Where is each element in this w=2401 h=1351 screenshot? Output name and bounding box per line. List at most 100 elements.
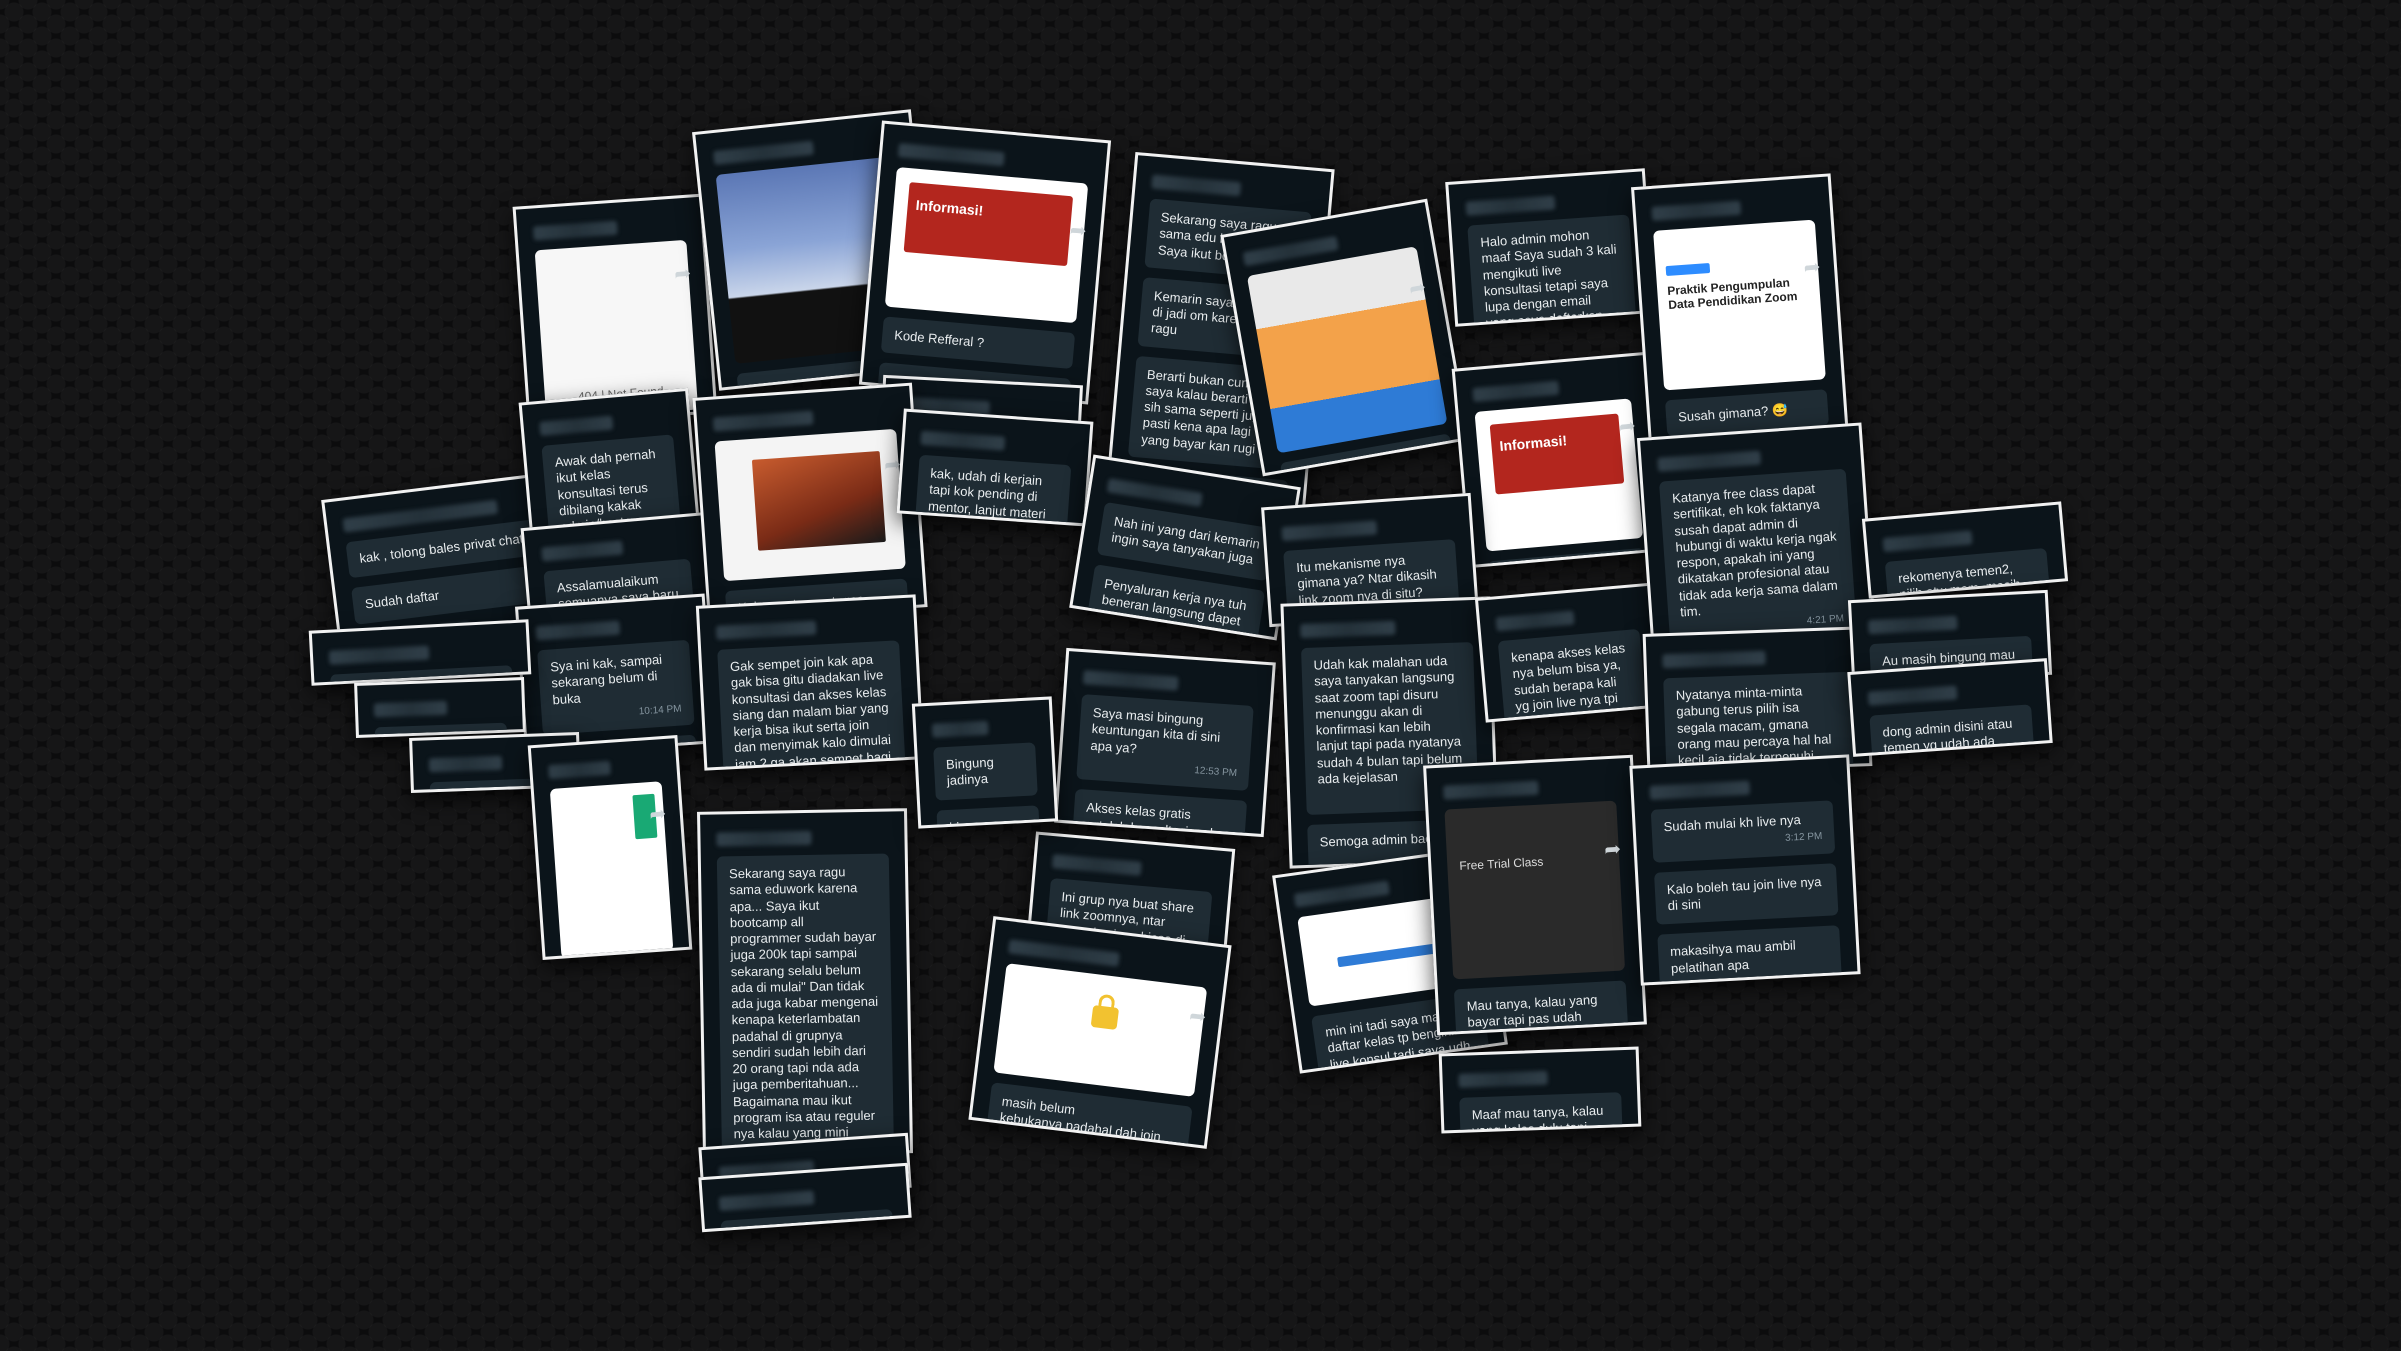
- blurred-sender-name: [897, 143, 1005, 167]
- message-bubble[interactable]: Sya ini kak, sampai sekarang belum di bu…: [537, 639, 695, 736]
- share-icon[interactable]: ➦: [648, 802, 667, 826]
- chat-screenshot-card: ➦Mau nanya kak ini tugasnya apa ya di ak…: [527, 735, 693, 960]
- alert-title: Informasi!: [1498, 432, 1568, 454]
- video-course-screenshot: [714, 428, 906, 582]
- message-bubble[interactable]: Saya masi bingung keuntungan kita di sin…: [1076, 694, 1254, 792]
- blurred-sender-name: [715, 620, 817, 640]
- blurred-sender-name: [1151, 174, 1242, 197]
- chat-screenshot-card: kenapa akses kelas nya belum bisa ya, su…: [1474, 582, 1666, 723]
- share-icon[interactable]: ➦: [1188, 1004, 1208, 1029]
- message-text: Bingung jadinya: [945, 754, 995, 789]
- zoom-logo-icon: [1665, 263, 1711, 277]
- blurred-sender-name: [1443, 780, 1539, 800]
- message-bubble[interactable]: kenapa akses kelas nya belum bisa ya, su…: [1497, 628, 1658, 723]
- payment-option-label: Free Trial Class: [1459, 854, 1544, 873]
- message-bubble[interactable]: Sudah mulai kh live nya 3:12 PM: [1650, 800, 1836, 863]
- zoom-form-title: Praktik Pengumpulan Data Pendidikan Zoom: [1666, 275, 1798, 313]
- share-icon[interactable]: ➦: [673, 262, 692, 286]
- message-bubble[interactable]: Halo admin mohon maaf Saya sudah 3 kali …: [1467, 214, 1648, 327]
- message-text: Sya ini kak, sampai sekarang belum di bu…: [549, 651, 663, 707]
- message-time: 10:14 PM: [638, 703, 682, 718]
- chat-screenshot-card: dong admin disini atau temen yg udah ada…: [1847, 658, 2053, 757]
- message-text: kenapa akses kelas nya belum bisa ya, su…: [1510, 640, 1634, 723]
- message-bubble[interactable]: dong admin disini atau temen yg udah ada…: [1869, 704, 2037, 757]
- message-text: Akses kelas gratis setelah konsultasi mg…: [1084, 799, 1225, 838]
- chat-screenshot-card: Halo admin mohon maaf Saya sudah 3 kali …: [1445, 168, 1655, 327]
- message-text: Ini gimana gaes?! padahal udah join live: [1293, 453, 1423, 477]
- message-text: Katanya free class dapat sertifikat, eh …: [1671, 480, 1839, 620]
- share-icon[interactable]: ➦: [1407, 276, 1428, 301]
- message-bubble[interactable]: Maaf mau tanya, kalau yang kelas dulu ta…: [1459, 1092, 1625, 1134]
- message-bubble[interactable]: Kode Refferal ?: [880, 316, 1076, 370]
- blurred-sender-name: [535, 620, 620, 641]
- chat-screenshot-card: Nyatanya minta-minta gabung terus pilih …: [1642, 626, 1873, 774]
- chat-screenshot-card: Sekarang saya ragu sama eduwork karena a…: [697, 808, 913, 1157]
- message-bubble[interactable]: makasihya mau ambil pelatihan apa: [1657, 925, 1842, 986]
- blurred-sender-name: [428, 755, 502, 773]
- message-text: disini udah ada yang ikut kelas reguler …: [733, 1220, 877, 1232]
- blurred-sender-name: [1882, 530, 1973, 553]
- message-bubble[interactable]: Bantu jawab nya harus ikut live konsulta…: [1487, 547, 1650, 569]
- alert-title: Informasi!: [915, 196, 984, 219]
- blurred-sender-name: [1495, 610, 1575, 632]
- blurred-sender-name: [1106, 478, 1203, 507]
- blurred-sender-name: [373, 700, 447, 718]
- chat-screenshot-card: Praktik Pengumpulan Data Pendidikan Zoom…: [1631, 173, 1849, 452]
- message-text: Gak sempet join kak apa gak bisa gitu di…: [729, 651, 894, 771]
- message-bubble[interactable]: Bingung jadinya: [933, 742, 1038, 801]
- share-icon[interactable]: ➦: [1618, 415, 1637, 439]
- message-bubble[interactable]: Kalo boleh tau join live nya di sini: [1654, 862, 1839, 925]
- blurred-sender-name: [1472, 380, 1560, 403]
- blurred-sender-name: [548, 760, 611, 780]
- chat-screenshot-card: Maaf mau tanya, kalau yang kelas dulu ta…: [1438, 1046, 1642, 1134]
- chat-screenshot-card: ➦ masih belum kebukanya,padahal dah join …: [968, 916, 1232, 1149]
- message-bubble[interactable]: Gak sempet join kak apa gak bisa gitu di…: [717, 640, 908, 771]
- message-text: kak, udah di kerjain tapi kok pending di…: [926, 465, 1047, 527]
- message-text: Susah gimana? 😅: [1677, 401, 1789, 425]
- message-time: 3:12 PM: [1784, 831, 1823, 845]
- message-text: Sudah daftar: [364, 587, 440, 612]
- message-text: Penyaluran kerja nya tuh beneran langsun…: [1093, 575, 1248, 641]
- blurred-sender-name: [1007, 939, 1120, 967]
- message-bubble[interactable]: Sekarang saya ragu sama eduwork karena a…: [716, 853, 897, 1157]
- message-text: Mau tanya, kalau yang bayar tapi pas uda…: [1466, 991, 1616, 1036]
- share-icon[interactable]: ➦: [1603, 838, 1622, 862]
- message-text: bisa pas mulai Di infokan: [948, 816, 999, 829]
- chat-screenshot-card: Free Trial Class ➦ Mau tanya, kalau yang b…: [1423, 754, 1647, 1036]
- message-bubble[interactable]: Katanya free class dapat sertifikat, eh …: [1658, 468, 1858, 648]
- message-text: masih belum kebukanya,padahal dah join z…: [997, 1093, 1162, 1149]
- blurred-sender-name: [1082, 670, 1179, 691]
- chat-screenshot-card: kak, udah di kerjain tapi kok pending di…: [896, 408, 1094, 527]
- message-bubble[interactable]: Mau tanya, kalau yang bayar tapi pas uda…: [1453, 980, 1630, 1036]
- message-text: Bantu jawab nya harus ikut live konsulta…: [1500, 559, 1633, 568]
- message-bubble[interactable]: bisa pas mulai Di infokan: [936, 804, 1042, 829]
- alert-box: Informasi!: [903, 182, 1074, 267]
- blurred-sender-name: [1465, 195, 1556, 216]
- message-text: Kalo boleh tau join live nya di sini: [1666, 873, 1822, 914]
- blurred-sender-name: [541, 540, 624, 562]
- locked-class-screenshot: [993, 963, 1208, 1097]
- blurred-sender-name: [1662, 650, 1766, 669]
- chat-screenshot-card: ➦Kak mau tanya, tugas sudah selesai, dur…: [692, 382, 928, 623]
- blurred-sender-name: [532, 220, 618, 241]
- message-bubble[interactable]: Akses kelas gratis setelah konsultasi mg…: [1070, 789, 1248, 838]
- message-time: 12:53 PM: [1193, 764, 1238, 779]
- blurred-sender-name: [1651, 200, 1742, 221]
- blurred-sender-name: [931, 720, 989, 738]
- chat-screenshot-card: Sya ini kak, sampai sekarang belum di bu…: [514, 593, 716, 757]
- chat-screenshot-card: Sudah mulai kh live nya 3:12 PM Kalo boleh…: [1629, 754, 1861, 986]
- form-submit-button[interactable]: [1337, 942, 1442, 968]
- message-text: Sudah mulai kh live nya: [1663, 812, 1802, 835]
- message-bubble[interactable]: kak, udah di kerjain tapi kok pending di…: [913, 454, 1072, 527]
- blurred-sender-name: [539, 415, 613, 436]
- share-icon[interactable]: ➦: [1802, 255, 1822, 280]
- video-thumbnail[interactable]: [752, 451, 886, 551]
- message-bubble[interactable]: disini udah ada yang ikut kelas reguler …: [720, 1208, 897, 1233]
- message-text: Sekarang saya ragu sama eduwork karena a…: [728, 864, 879, 1157]
- blurred-sender-name: [328, 645, 430, 665]
- zoom-form-screenshot: Praktik Pengumpulan Data Pendidikan Zoom: [1653, 219, 1826, 391]
- chat-screenshot-card: Aku masih bingung mau ambil kelas apa ni…: [308, 619, 532, 686]
- share-icon[interactable]: ➦: [1068, 218, 1088, 243]
- blurred-sender-name: [713, 140, 815, 166]
